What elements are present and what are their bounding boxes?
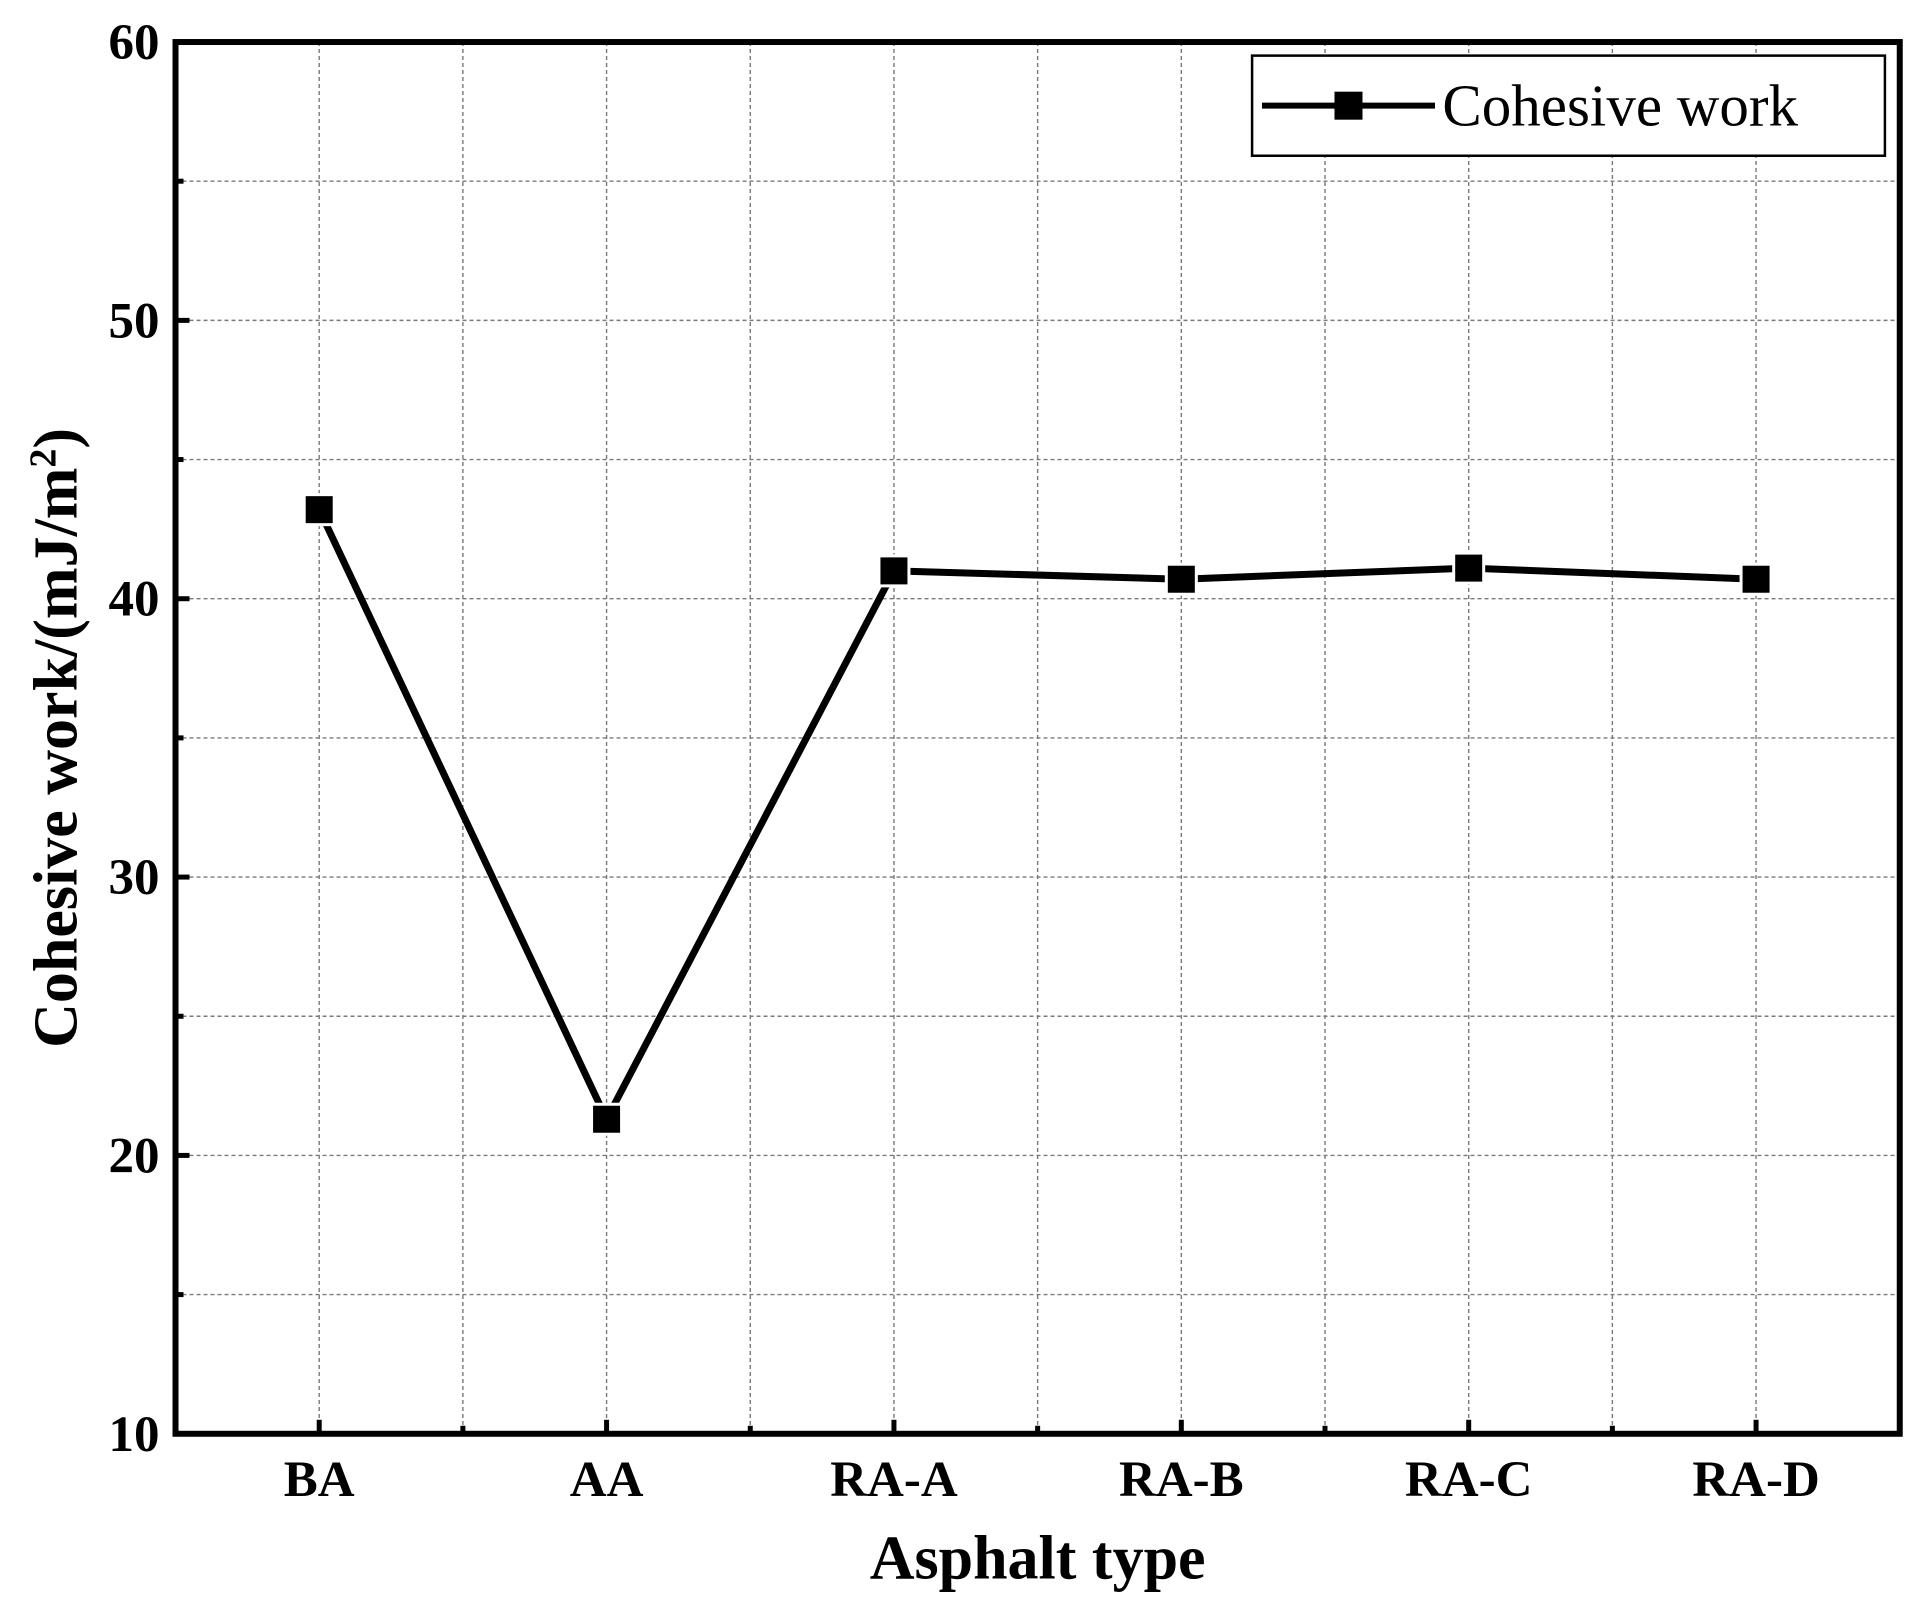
x-tick-label: RA-C [1405, 1452, 1532, 1508]
y-tick-label: 40 [109, 572, 160, 628]
y-tick-label: 50 [109, 293, 160, 349]
data-point [302, 493, 336, 527]
y-tick-label: 20 [109, 1128, 160, 1184]
series [302, 493, 1773, 1136]
y-tick-label: 60 [109, 15, 160, 71]
y-axis-title-end: ) [23, 428, 91, 449]
data-point [877, 554, 911, 588]
y-tick-label: 10 [109, 1407, 160, 1463]
legend-marker-square [1334, 91, 1363, 120]
grid [175, 42, 1900, 1434]
x-tick-label: RA-D [1692, 1452, 1819, 1508]
data-point [1452, 551, 1486, 585]
plot-frame [172, 39, 1903, 1437]
y-tick-label: 30 [109, 850, 160, 906]
legend: Cohesive work [1250, 54, 1887, 157]
series-line [316, 508, 1757, 1123]
x-tick-label: RA-B [1119, 1452, 1244, 1508]
y-axis-title-superscript: 2 [23, 449, 65, 468]
y-axis-title-main: Cohesive work/(mJ/m [23, 468, 91, 1048]
data-point [1739, 562, 1773, 596]
data-point [1164, 562, 1198, 596]
tick-labels: 10 20 30 40 50 60 BA AA RA-A RA-B RA-C RA-D [109, 15, 1820, 1508]
legend-label: Cohesive work [1442, 73, 1798, 139]
x-tick-label: RA-A [830, 1452, 958, 1508]
data-point [590, 1102, 624, 1136]
x-tick-label: BA [284, 1452, 355, 1508]
y-axis-title: Cohesive work/(mJ/m2) [23, 428, 91, 1048]
x-axis-title: Asphalt type [870, 1524, 1206, 1592]
x-tick-label: AA [570, 1452, 644, 1508]
